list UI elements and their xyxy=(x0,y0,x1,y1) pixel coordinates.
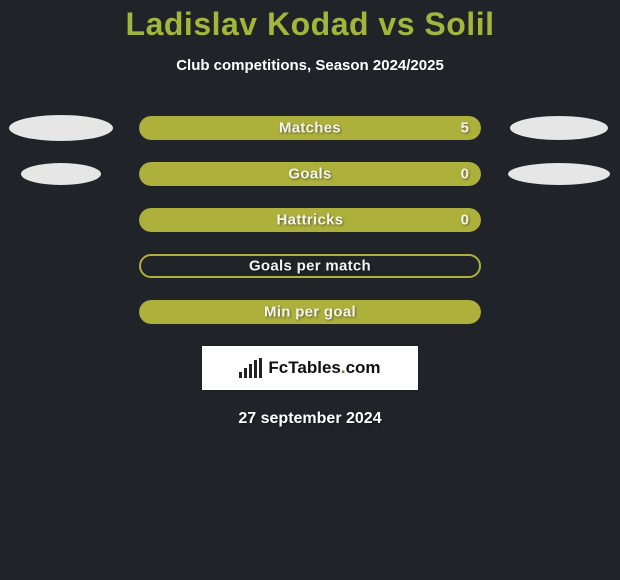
left-ellipse xyxy=(9,115,113,141)
stat-bar: Goals per match xyxy=(139,254,481,278)
stat-value: 5 xyxy=(461,120,469,137)
logo-bars-icon xyxy=(239,358,262,378)
logo-text-right: com xyxy=(346,358,381,377)
stat-bar: Hattricks0 xyxy=(139,208,481,232)
stat-label: Hattricks xyxy=(139,212,481,229)
stat-label: Goals per match xyxy=(141,258,479,275)
right-ellipse-slot xyxy=(499,116,619,140)
right-ellipse-slot xyxy=(499,163,619,185)
stat-row: Hattricks0 xyxy=(0,208,620,232)
left-ellipse-slot xyxy=(1,163,121,185)
left-ellipse xyxy=(21,163,101,185)
stat-row: Min per goal xyxy=(0,300,620,324)
left-ellipse-slot xyxy=(1,115,121,141)
right-ellipse xyxy=(508,163,610,185)
comparison-infographic: Ladislav Kodad vs Solil Club competition… xyxy=(0,0,620,428)
stat-row: Goals0 xyxy=(0,162,620,186)
logo-text: FcTables.com xyxy=(268,358,380,378)
stat-value: 0 xyxy=(461,212,469,229)
logo-text-left: FcTables xyxy=(268,358,340,377)
stat-row: Goals per match xyxy=(0,254,620,278)
stat-rows: Matches5Goals0Hattricks0Goals per matchM… xyxy=(0,116,620,324)
stat-label: Min per goal xyxy=(139,304,481,321)
stat-bar: Min per goal xyxy=(139,300,481,324)
stat-bar: Matches5 xyxy=(139,116,481,140)
stat-bar: Goals0 xyxy=(139,162,481,186)
logo-box: FcTables.com xyxy=(202,346,418,390)
right-ellipse xyxy=(510,116,608,140)
stat-label: Matches xyxy=(139,120,481,137)
page-subtitle: Club competitions, Season 2024/2025 xyxy=(0,57,620,74)
stat-label: Goals xyxy=(139,166,481,183)
date-label: 27 september 2024 xyxy=(0,410,620,428)
stat-value: 0 xyxy=(461,166,469,183)
stat-row: Matches5 xyxy=(0,116,620,140)
page-title: Ladislav Kodad vs Solil xyxy=(0,6,620,43)
